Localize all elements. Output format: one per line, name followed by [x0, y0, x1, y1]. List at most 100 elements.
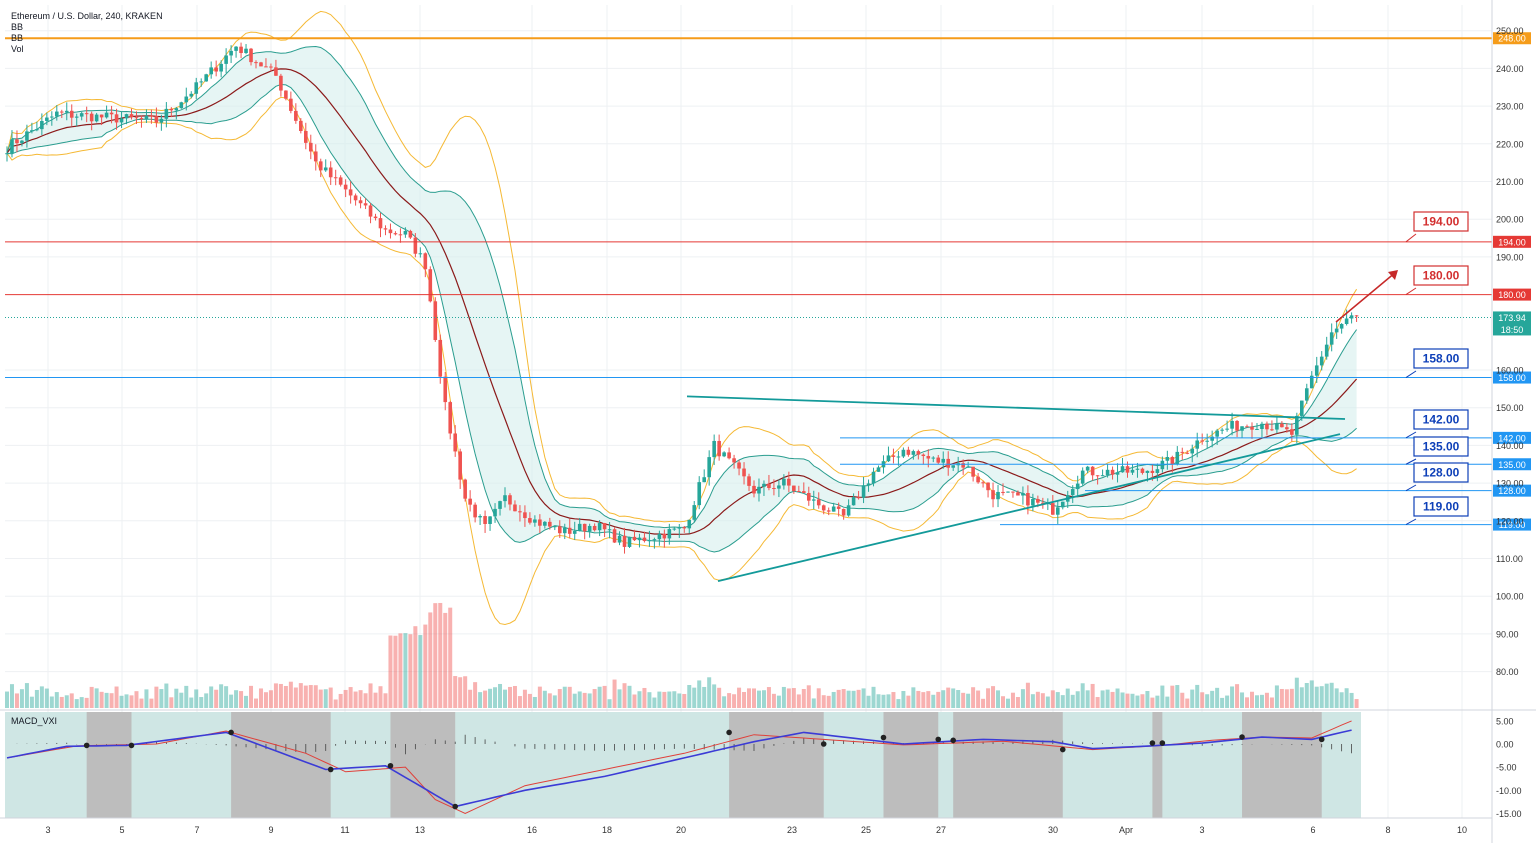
candle-body [1255, 428, 1259, 430]
callout-box [1413, 348, 1469, 369]
candle-body [742, 468, 746, 477]
macd-cross-dot [1318, 736, 1325, 743]
y-tick-label: 80.00 [1496, 667, 1519, 677]
volume-bar [617, 689, 622, 708]
candle-body [712, 440, 716, 458]
candle-body [1016, 492, 1020, 496]
volume-bar [1299, 687, 1304, 708]
candle-body [891, 455, 896, 457]
candle-body [274, 67, 278, 76]
candle-body [199, 81, 204, 83]
candle-body [109, 112, 114, 115]
candle-body [1280, 423, 1284, 428]
volume-bar [911, 687, 916, 708]
candle-body [1150, 470, 1155, 473]
macd-cross-dot [935, 736, 942, 743]
candle-body [269, 66, 273, 68]
candle-body [757, 486, 761, 494]
volume-bar [298, 683, 303, 708]
volume-bar [24, 683, 29, 708]
price-level-tag [1493, 431, 1531, 444]
candle-body [1250, 426, 1254, 430]
candle-body [468, 498, 472, 505]
volume-bar [278, 683, 283, 708]
volume-bar [104, 692, 109, 708]
candle-body [523, 512, 527, 519]
y-tick-label: 200.00 [1496, 215, 1524, 225]
volume-bar [224, 686, 229, 708]
volume-bar [144, 689, 149, 708]
candle-body [214, 67, 218, 72]
candle-body [991, 490, 995, 500]
volume-bar [727, 693, 732, 708]
volume-bar [986, 688, 991, 708]
candle-body [821, 505, 826, 511]
candle-body [99, 114, 104, 118]
candle-body [961, 463, 965, 468]
volume-bar [811, 698, 816, 708]
candle-body [707, 457, 711, 478]
price-level-tag [1493, 458, 1531, 471]
volume-bar [971, 687, 976, 708]
volume-bar [1220, 697, 1225, 708]
x-tick-label: 6 [1310, 825, 1315, 835]
candle-body [1041, 502, 1045, 504]
candle-body [627, 536, 632, 547]
candle-body [194, 82, 199, 94]
candle-body [1175, 451, 1180, 465]
volume-bar [1314, 686, 1319, 708]
volume-bar [1180, 692, 1185, 708]
macd-cross-dot [1239, 734, 1245, 740]
volume-bar [438, 602, 443, 708]
candle-body [1095, 475, 1100, 477]
price-level-label: 158.00 [1498, 373, 1526, 383]
volume-bar [896, 699, 901, 708]
volume-bar [926, 691, 931, 708]
volume-bar [383, 693, 388, 708]
volume-bar [1200, 692, 1205, 708]
candle-body [846, 505, 851, 516]
candle-body [84, 113, 89, 115]
volume-bar [1040, 693, 1045, 708]
volume-bar [622, 683, 627, 708]
volume-bar [134, 691, 139, 708]
volume-bar [856, 689, 861, 708]
volume-bar [846, 690, 851, 708]
candle-body [239, 46, 243, 54]
candle-body [861, 485, 866, 498]
candle-body [533, 519, 537, 523]
candle-body [69, 110, 74, 118]
candle-body [1125, 466, 1130, 473]
volume-bar [428, 612, 433, 708]
volume-bar [34, 689, 39, 708]
candle-body [398, 234, 403, 236]
volume-bar [717, 687, 722, 708]
volume-bar [1289, 688, 1294, 708]
x-tick-label: 16 [527, 825, 537, 835]
candle-body [289, 98, 293, 111]
volume-bar [866, 695, 871, 708]
volume-bar [44, 688, 49, 708]
macd-shade [953, 712, 1063, 818]
volume-bar [851, 690, 856, 708]
candle-body [1334, 328, 1339, 333]
volume-bar [1329, 682, 1334, 708]
macd-shade [729, 712, 824, 818]
candle-body [388, 229, 393, 234]
volume-bar [463, 676, 468, 708]
candle-body [179, 102, 184, 109]
volume-bar [109, 693, 114, 708]
volume-bar [707, 677, 712, 708]
candle-body [996, 491, 1000, 500]
x-tick-label: 10 [1457, 825, 1467, 835]
candle-body [896, 456, 901, 458]
x-tick-label: 30 [1048, 825, 1058, 835]
macd-label: MACD_VXI [11, 716, 58, 726]
volume-bar [891, 692, 896, 708]
candle-body [747, 476, 751, 486]
candle-body [498, 501, 502, 509]
candle-body [1265, 423, 1269, 430]
volume-bar [1309, 680, 1314, 708]
volume-bar [876, 694, 881, 708]
candle-body [1324, 344, 1329, 357]
